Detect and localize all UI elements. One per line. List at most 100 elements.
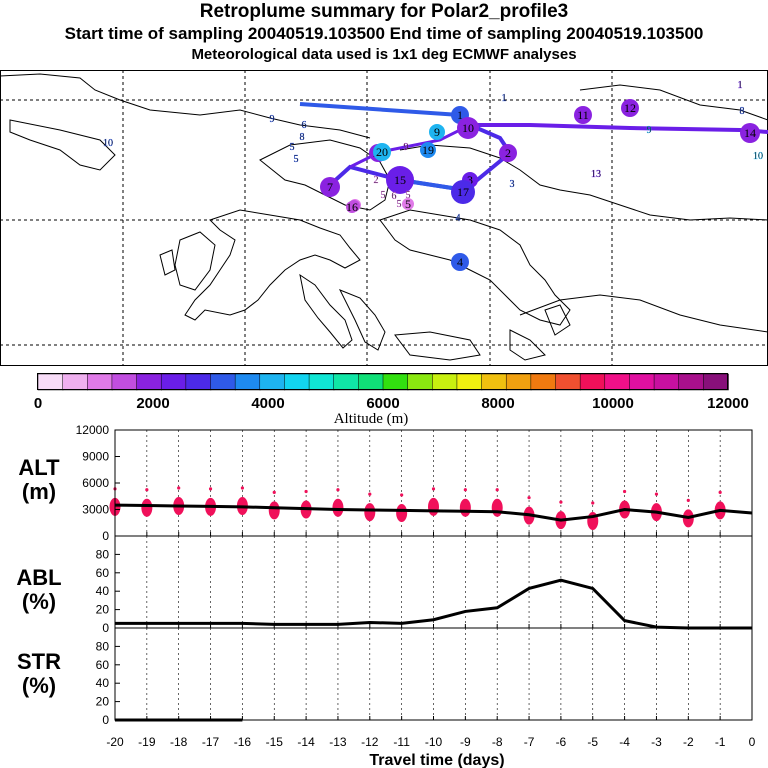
alt-cluster-outlier: [623, 489, 627, 494]
alt-cluster-outlier: [463, 488, 467, 492]
plume-marker-label: 16: [346, 200, 358, 214]
plume-marker-label: 12: [624, 101, 636, 115]
plume-marker-label: 1: [457, 108, 463, 122]
x-tick-label: -19: [138, 735, 156, 749]
colorbar-cell: [111, 373, 138, 391]
plume-small-label: 10: [753, 151, 763, 162]
plume-marker-circle: [346, 201, 358, 213]
colorbar-cell: [432, 373, 458, 391]
abl-title-line2: (%): [21, 589, 57, 614]
str-title-line1: STR: [17, 649, 61, 674]
colorbar-cell: [481, 373, 507, 391]
str-ytick-0: 0: [102, 713, 109, 727]
alt-cluster-outlier: [240, 486, 244, 490]
chart-title: Retroplume summary for Polar2_profile3: [199, 1, 569, 22]
alt-cluster-marker: [428, 497, 439, 516]
plume-small-label: 1: [502, 93, 507, 104]
alt-cluster-outlier: [654, 492, 659, 496]
plots-svg: 030006000900012000020406080020406080-20-…: [76, 423, 756, 768]
plume-marker-label: 3: [467, 173, 473, 187]
x-tick-label: -11: [393, 735, 410, 749]
plume-small-label: 5: [397, 199, 402, 210]
colorbar-tick-2000: 2000: [136, 395, 169, 412]
alt-cluster-marker: [491, 498, 503, 517]
colorbar-tick-8000: 8000: [481, 395, 514, 412]
retroplume-map: 1234567891011121314151617181920968551011…: [0, 70, 768, 366]
colorbar-cell: [456, 373, 483, 391]
alt-cluster-outlier: [591, 501, 595, 505]
plume-marker-circle: [574, 106, 592, 124]
x-tick-label: -10: [425, 735, 443, 749]
plume-small-label: 9: [270, 114, 275, 125]
coastlines: [0, 73, 768, 361]
colorbar-tick-12000: 12000: [707, 395, 749, 412]
alt-cluster-outlier: [145, 488, 149, 492]
colorbar-cell: [136, 373, 162, 391]
alt-cluster-outlier: [304, 489, 308, 494]
time-series-panels: ALT (m) ABL (%) STR (%) 0 3000 6000 9000 120…: [0, 420, 768, 768]
alt-cluster-marker: [141, 498, 153, 517]
plume-marker-label: 19: [422, 143, 434, 157]
plume-marker-12: 12: [621, 99, 639, 117]
plume-marker-14: 14: [740, 123, 760, 143]
colorbar-cell: [530, 373, 557, 391]
colorbar-cell: [555, 373, 581, 391]
plume-marker-circle: [451, 180, 475, 204]
plume-small-label: 8: [740, 106, 745, 117]
colorbar-cell: [653, 373, 680, 391]
colorbar-cell: [333, 373, 360, 391]
alt-cluster-outlier: [208, 487, 213, 491]
alt-ytick-12000: 12000: [76, 423, 110, 437]
colorbar-cell: [382, 373, 409, 391]
colorbar-cells: [37, 373, 729, 391]
track-violet-north: [349, 123, 471, 169]
colorbar-cell: [259, 373, 286, 391]
abl-panel-title: ABL (%): [4, 566, 74, 614]
alt-cluster-outlier: [400, 493, 404, 497]
alt-cluster-outlier: [527, 496, 531, 500]
abl-ytick-0: 0: [102, 621, 109, 635]
x-tick-label: -12: [361, 735, 379, 749]
str-ytick-20: 20: [96, 695, 110, 709]
colorbar-cell: [579, 373, 606, 391]
plume-marker-label: 9: [434, 125, 440, 139]
alt-series-line: [114, 503, 753, 522]
alt-cluster-outlier: [718, 490, 722, 494]
plume-marker-circle: [373, 143, 391, 161]
plot-marks: [109, 486, 753, 722]
x-tick-label: -13: [329, 735, 347, 749]
alt-ytick-6000: 6000: [82, 476, 109, 490]
plume-small-label: 1: [738, 80, 743, 91]
plume-small-label: 9: [404, 142, 409, 153]
x-tick-label: -1: [715, 735, 726, 749]
alt-panel-title: ALT (m): [4, 456, 74, 504]
alt-cluster-outlier: [336, 488, 340, 492]
panel-str: 0 20 40 60 80: [96, 627, 753, 727]
plot-grid: [146, 430, 721, 720]
x-tick-label: -9: [460, 735, 471, 749]
plume-marker-label: 7: [327, 180, 333, 194]
plume-marker-2: 2: [499, 144, 517, 162]
plume-marker-19: 19: [420, 142, 436, 158]
abl-ytick-80: 80: [96, 547, 110, 561]
plume-marker-circle: [386, 166, 414, 194]
plume-small-label: 4: [456, 213, 461, 224]
x-tick-label: -6: [556, 735, 567, 749]
colorbar-tick-6000: 6000: [366, 395, 399, 412]
plot-axes: 030006000900012000020406080020406080-20-…: [76, 423, 756, 749]
alt-ytick-3000: 3000: [82, 503, 109, 517]
x-axis-label: Travel time (days): [369, 752, 504, 768]
alt-cluster-marker: [268, 501, 280, 520]
x-tick-label: -14: [297, 735, 315, 749]
plume-small-label: 9: [647, 125, 652, 136]
x-tick-label: -2: [683, 735, 694, 749]
alt-cluster-outlier: [177, 486, 181, 490]
x-tick-label: -15: [266, 735, 284, 749]
plume-marker-label: 2: [505, 146, 511, 160]
alt-ytick-9000: 9000: [82, 450, 109, 464]
x-tick-label: -3: [651, 735, 662, 749]
plume-small-label: 13: [591, 169, 601, 180]
abl-ytick-40: 40: [96, 584, 110, 598]
plume-marker-15: 15: [386, 166, 414, 194]
plume-marker-label: 4: [457, 255, 463, 269]
